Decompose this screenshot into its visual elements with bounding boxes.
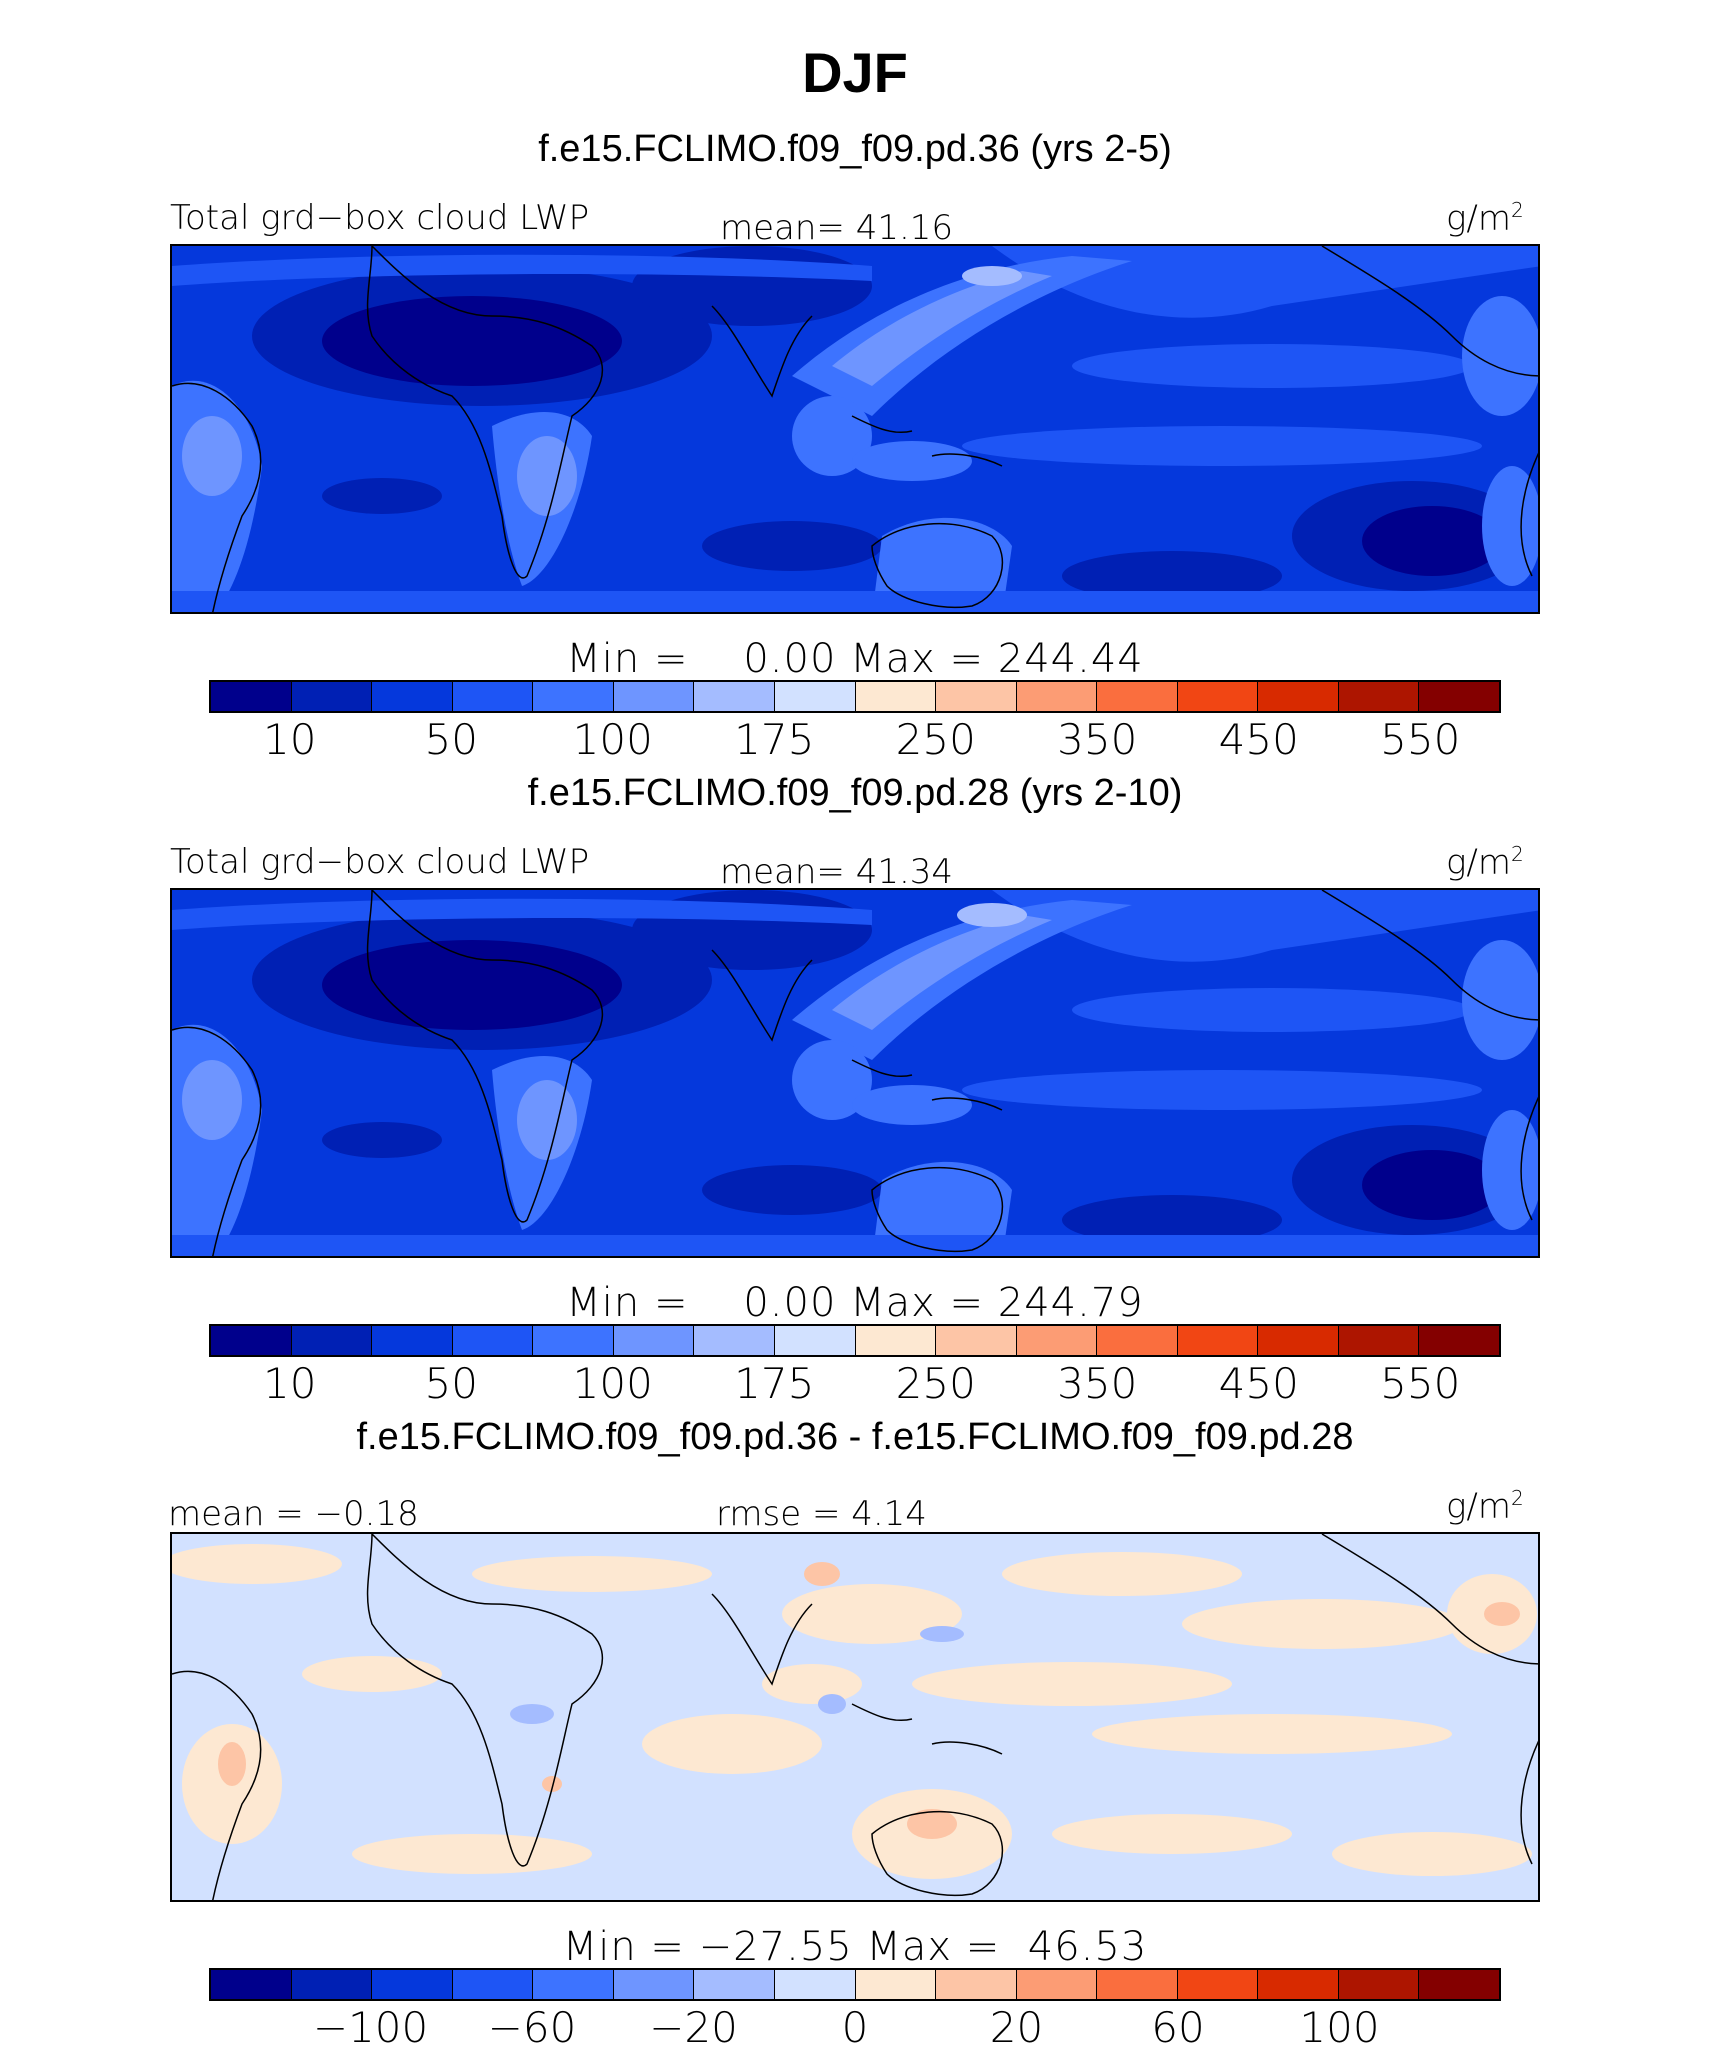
colorbar-box: [774, 1326, 856, 1355]
colorbar-box: [774, 682, 856, 711]
colorbar-box: [1177, 1970, 1259, 1999]
colorbar-box: [1419, 1970, 1499, 1999]
panel1-min-max: Min = 0.00 Max = 244.44: [566, 636, 1144, 682]
panel1-variable-label: Total grd−box cloud LWP: [170, 198, 590, 238]
colorbar-box: [1177, 682, 1259, 711]
colorbar-box: [452, 682, 534, 711]
colorbar-box: [1016, 1970, 1098, 1999]
colorbar-box: [936, 1970, 1017, 1999]
colorbar-box: [694, 1970, 775, 1999]
colorbar-box: [855, 1970, 937, 1999]
colorbar-tick-label: 175: [734, 1359, 815, 1408]
panel2-colorbar: [209, 1324, 1501, 1357]
colorbar-tick-label: 60: [1151, 2003, 1205, 2052]
colorbar-box: [1258, 1326, 1339, 1355]
colorbar-tick-label: 100: [572, 1359, 653, 1408]
colorbar-tick-label: 0: [841, 2003, 869, 2052]
colorbar-box: [936, 1326, 1017, 1355]
colorbar-box: [774, 1970, 856, 1999]
panel2-map: [170, 888, 1540, 1258]
colorbar-tick-label: 250: [895, 1359, 976, 1408]
colorbar-tick-label: 10: [263, 715, 317, 764]
colorbar-tick-label: 550: [1380, 715, 1461, 764]
colorbar-box: [211, 1326, 292, 1355]
colorbar-box: [1258, 682, 1339, 711]
colorbar-tick-label: 450: [1218, 1359, 1299, 1408]
colorbar-tick-label: 550: [1380, 1359, 1461, 1408]
colorbar-box: [1338, 1326, 1420, 1355]
colorbar-box: [1338, 682, 1420, 711]
figure-title: DJF: [802, 41, 908, 104]
panel2-variable-label: Total grd−box cloud LWP: [170, 842, 590, 882]
colorbar-box: [372, 1326, 453, 1355]
panel3-map-field: [172, 1534, 1538, 1900]
panel3-units: g/m2: [1446, 1486, 1524, 1527]
colorbar-box: [613, 1970, 695, 1999]
colorbar-box: [613, 682, 695, 711]
colorbar-tick-label: 50: [424, 1359, 478, 1408]
panel1-units: g/m2: [1446, 198, 1524, 239]
colorbar-box: [694, 682, 775, 711]
colorbar-box: [533, 682, 614, 711]
colorbar-tick-label: −20: [649, 2003, 738, 2052]
panel3-map: [170, 1532, 1540, 1902]
colorbar-tick-label: 20: [989, 2003, 1044, 2052]
colorbar-tick-label: 50: [424, 715, 478, 764]
panel1-map: [170, 244, 1540, 614]
panel2-colorbar-ticks: 10 50 100 175 250 350 450 550: [209, 1359, 1501, 1409]
panel3-colorbar-ticks: −100 −60 −20 0 20 60 100: [209, 2003, 1501, 2053]
panel2-units: g/m2: [1446, 842, 1524, 883]
colorbar-box: [372, 1970, 453, 1999]
colorbar-box: [211, 682, 292, 711]
colorbar-box: [1097, 1326, 1178, 1355]
panel1-colorbar: [209, 680, 1501, 713]
colorbar-tick-label: 350: [1057, 1359, 1138, 1408]
colorbar-tick-label: 175: [734, 715, 815, 764]
colorbar-box: [1097, 682, 1178, 711]
colorbar-box: [1097, 1970, 1178, 1999]
colorbar-box: [855, 682, 937, 711]
colorbar-tick-label: 250: [895, 715, 976, 764]
colorbar-box: [1338, 1970, 1420, 1999]
panel1-colorbar-ticks: 10 50 100 175 250 350 450 550: [209, 715, 1501, 765]
colorbar-tick-label: −100: [312, 2003, 429, 2052]
colorbar-tick-label: 100: [1299, 2003, 1380, 2052]
panel3-colorbar: [209, 1968, 1501, 2001]
colorbar-box: [533, 1970, 614, 1999]
colorbar-box: [694, 1326, 775, 1355]
panel2-mean-label: mean= 41.34: [720, 852, 954, 892]
panel1-case-title: f.e15.FCLIMO.f09_f09.pd.36 (yrs 2-5): [538, 128, 1172, 170]
colorbar-box: [1016, 1326, 1098, 1355]
panel2-case-title: f.e15.FCLIMO.f09_f09.pd.28 (yrs 2-10): [527, 772, 1183, 814]
panel2-map-field: [172, 890, 1538, 1256]
colorbar-box: [1016, 682, 1098, 711]
colorbar-box: [211, 1970, 292, 1999]
panel1-mean-label: mean= 41.16: [720, 208, 954, 248]
panel2-min-max: Min = 0.00 Max = 244.79: [566, 1280, 1144, 1326]
colorbar-box: [936, 682, 1017, 711]
colorbar-tick-label: −60: [487, 2003, 577, 2052]
panel1-map-field: [172, 246, 1538, 612]
colorbar-tick-label: 450: [1218, 715, 1299, 764]
colorbar-box: [291, 682, 373, 711]
panel3-mean-label: mean = −0.18: [168, 1494, 419, 1534]
colorbar-box: [1177, 1326, 1259, 1355]
colorbar-box: [452, 1970, 534, 1999]
colorbar-box: [1419, 1326, 1499, 1355]
colorbar-box: [855, 1326, 937, 1355]
colorbar-tick-label: 350: [1057, 715, 1138, 764]
colorbar-tick-label: 100: [572, 715, 653, 764]
colorbar-box: [613, 1326, 695, 1355]
colorbar-box: [291, 1326, 373, 1355]
colorbar-tick-label: 10: [263, 1359, 317, 1408]
colorbar-box: [291, 1970, 373, 1999]
colorbar-box: [1419, 682, 1499, 711]
panel3-min-max: Min = −27.55 Max = 46.53: [562, 1924, 1148, 1970]
colorbar-box: [372, 682, 453, 711]
colorbar-box: [533, 1326, 614, 1355]
panel3-rmse-label: rmse = 4.14: [716, 1494, 927, 1534]
colorbar-box: [452, 1326, 534, 1355]
colorbar-box: [1258, 1970, 1339, 1999]
panel3-case-title: f.e15.FCLIMO.f09_f09.pd.36 - f.e15.FCLIM…: [356, 1416, 1354, 1458]
